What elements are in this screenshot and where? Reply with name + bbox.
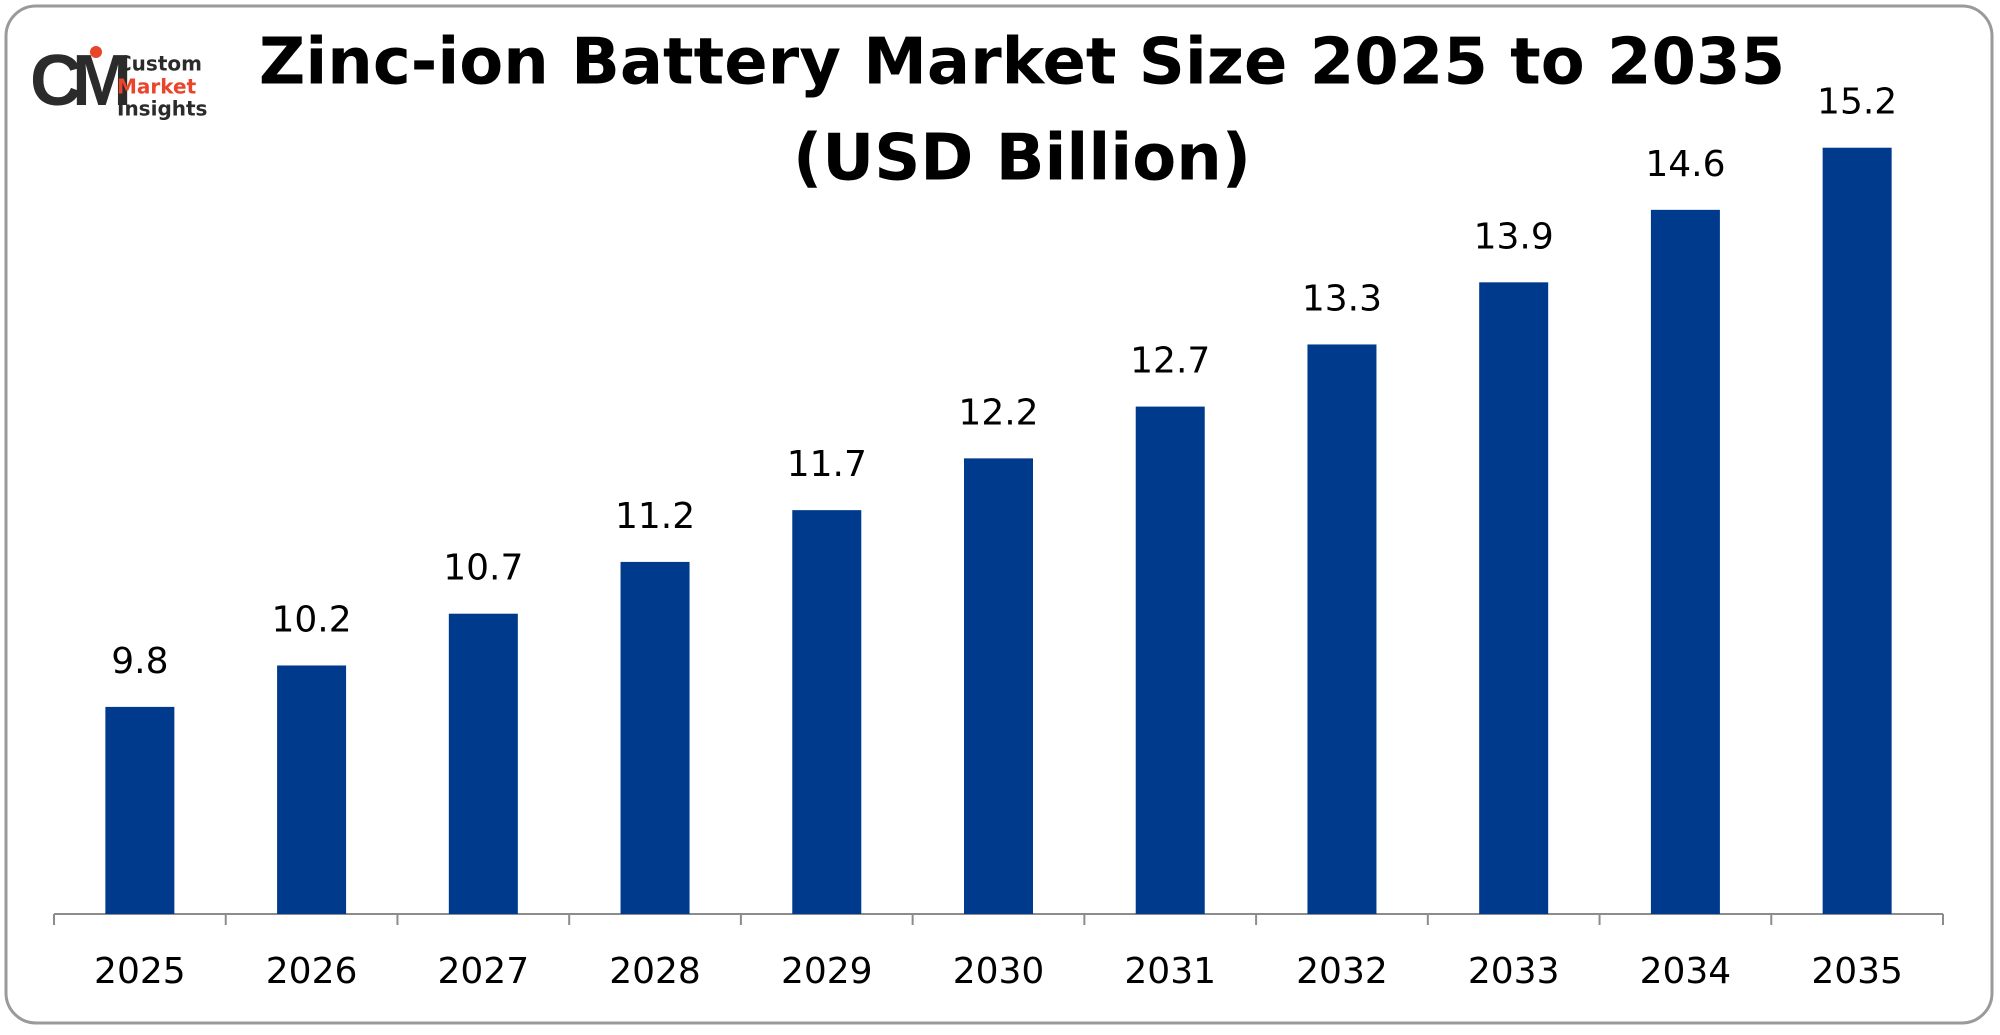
- bar: [792, 510, 862, 914]
- bar: [1650, 209, 1720, 914]
- x-tick-label: 2032: [1296, 951, 1388, 992]
- value-label: 10.2: [272, 599, 352, 640]
- bar: [1307, 344, 1377, 914]
- value-label: 13.9: [1474, 216, 1554, 257]
- logo-monogram: CM: [30, 41, 128, 121]
- x-tick-label: 2030: [953, 951, 1045, 992]
- x-tick-label: 2025: [94, 951, 186, 992]
- value-label: 12.7: [1130, 341, 1210, 382]
- bar: [964, 458, 1033, 914]
- bar: [448, 613, 518, 914]
- x-tick-label: 2035: [1811, 951, 1903, 992]
- value-label: 9.8: [111, 641, 168, 682]
- x-tick-label: 2029: [781, 951, 873, 992]
- value-label: 10.7: [443, 548, 523, 589]
- bar: [105, 706, 175, 914]
- value-label: 13.3: [1302, 278, 1382, 319]
- bar: [277, 665, 347, 914]
- value-label: 15.2: [1817, 82, 1897, 123]
- bar: [1135, 406, 1205, 914]
- x-tick-label: 2033: [1468, 951, 1560, 992]
- chart-subtitle: (USD Billion): [793, 122, 1251, 196]
- logo-text: Market: [117, 75, 197, 99]
- x-tick-label: 2031: [1124, 951, 1216, 992]
- bar: [1479, 282, 1549, 914]
- logo: CM Custom Market Insights: [30, 41, 207, 121]
- value-label: 14.6: [1645, 144, 1725, 185]
- x-tick-label: 2027: [438, 951, 530, 992]
- value-label: 12.2: [958, 392, 1038, 433]
- logo-dot: [90, 46, 102, 58]
- chart-title: Zinc-ion Battery Market Size 2025 to 203…: [259, 26, 1785, 100]
- x-tick-label: 2034: [1640, 951, 1732, 992]
- value-label: 11.2: [615, 496, 695, 537]
- logo-text: Custom: [117, 52, 202, 76]
- value-label: 11.7: [787, 444, 867, 485]
- x-tick-label: 2026: [266, 951, 358, 992]
- bar: [620, 561, 690, 914]
- bar: [1822, 147, 1892, 915]
- x-tick-label: 2028: [609, 951, 701, 992]
- logo-text: Insights: [117, 97, 207, 121]
